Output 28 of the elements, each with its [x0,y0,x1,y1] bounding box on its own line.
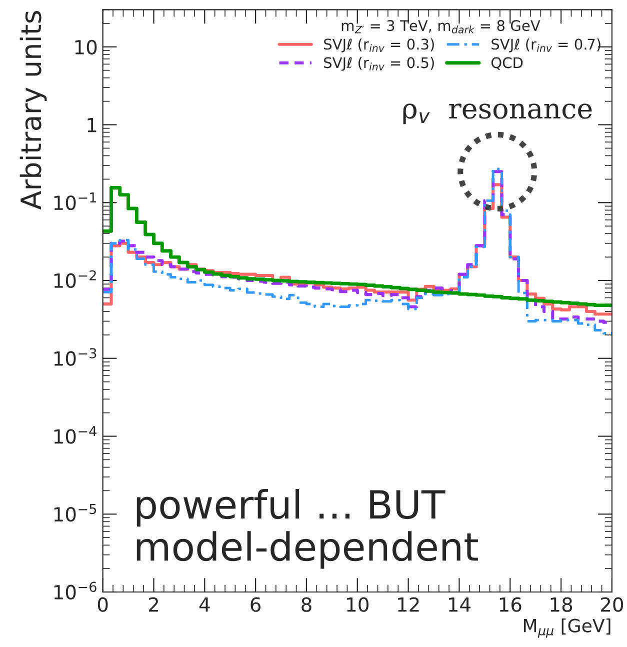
x-tick-label: 6 [250,597,261,612]
legend-title: m$_{Z′}$ = 3 TeV, m$_{dark}$ = 8 GeV [342,20,540,34]
y-tick-label: 10 [75,40,97,55]
legend-label: QCD [491,57,523,70]
x-tick-label: 2 [148,597,158,612]
x-tick-label: 20 [601,597,624,612]
x-tick-label: 4 [199,597,210,612]
x-tick-label: 0 [98,597,108,612]
y-tick-label: 10$^{−6}$ [54,582,96,600]
y-tick-label: 10$^{−4}$ [54,426,96,444]
x-tick-label: 8 [302,597,312,612]
y-tick-label: 10$^{−5}$ [54,504,96,522]
y-tick-label: 10$^{−3}$ [54,348,96,366]
legend-label: SVJℓ (r$_{inv}$ = 0.5) [324,56,434,71]
x-tick-label: 14 [448,597,470,612]
x-tick-label: 18 [550,597,572,612]
annotation: powerful … BUT model-dependent [136,489,478,569]
annotation: ρ$_{v}$ resonance [403,104,592,124]
y-tick-label: 10$^{−1}$ [54,192,96,210]
legend-label: SVJℓ (r$_{inv}$ = 0.7) [492,38,600,52]
x-axis-title: M$_{μμ}$ [GeV] [524,618,610,638]
y-tick-label: 1 [88,118,96,132]
x-tick-label: 12 [398,597,419,612]
y-tick-label: 10$^{−2}$ [54,270,96,288]
legend-label: SVJℓ (r$_{inv}$ = 0.3) [324,38,434,52]
x-tick-label: 16 [500,597,522,612]
x-tick-label: 10 [347,597,368,612]
y-axis-title: Arbitrary units [20,11,47,210]
